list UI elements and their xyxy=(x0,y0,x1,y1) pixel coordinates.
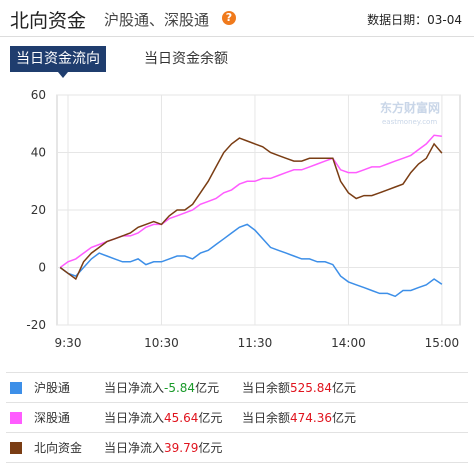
series-line xyxy=(59,223,443,298)
y-tick-label: 0 xyxy=(38,261,46,275)
unit: 亿元 xyxy=(332,411,357,425)
title: 北向资金 xyxy=(10,10,87,32)
cell: 沪股通 xyxy=(30,372,100,403)
tab[interactable]: 当日资金余额 xyxy=(144,51,228,67)
legend-table: 沪股通 当日净流入-5.84亿元 当日余额525.84亿元 深股通 当日净流入45.64… xyxy=(6,372,468,463)
legend-row: 北向资金 当日净流入39.79亿元 xyxy=(6,432,468,463)
y-tick-label: 60 xyxy=(31,88,46,102)
legend-label: 北向资金 xyxy=(34,441,83,455)
inflow-label: 当日净流入 xyxy=(104,411,165,425)
series-line xyxy=(59,137,443,281)
x-tick-label: 11:30 xyxy=(238,336,273,350)
unit: 亿元 xyxy=(198,441,223,455)
unit: 亿元 xyxy=(195,381,220,395)
legend-row: 深股通 当日净流入45.64亿元 当日余额474.36亿元 xyxy=(6,402,468,433)
chart: 东方财富网 eastmoney.com -20 0 20 40 60 9:30 10:30 1… xyxy=(26,88,461,350)
cell: 深股通 xyxy=(30,402,100,433)
legend-swatch xyxy=(10,412,22,424)
y-tick-label: 20 xyxy=(31,203,46,217)
cell xyxy=(238,432,468,463)
watermark: 东方财富网 xyxy=(380,100,440,115)
series-line xyxy=(59,134,442,269)
watermark: eastmoney.com xyxy=(382,118,437,126)
legend-label: 深股通 xyxy=(34,411,71,425)
inflow-label: 当日净流入 xyxy=(104,441,165,455)
balance: 474.36 xyxy=(290,411,333,425)
legend-swatch xyxy=(10,442,22,454)
date: 数据日期：03-04 xyxy=(367,11,462,28)
cell: 当日净流入45.64亿元 xyxy=(100,402,238,433)
cell: 当日余额474.36亿元 xyxy=(238,402,468,433)
balance-label: 当日余额 xyxy=(242,381,291,395)
cell: 北向资金 xyxy=(30,432,100,463)
x-tick-label: 14:00 xyxy=(331,336,366,350)
cell xyxy=(6,372,30,403)
y-tick-label: -20 xyxy=(26,318,46,332)
legend-row: 沪股通 当日净流入-5.84亿元 当日余额525.84亿元 xyxy=(6,372,468,403)
legend-label: 沪股通 xyxy=(34,381,71,395)
unit: 亿元 xyxy=(332,381,357,395)
x-tick-label: 15:00 xyxy=(425,336,460,350)
subtitle[interactable]: 沪股通、深股通 xyxy=(104,11,210,29)
x-tick-label: 10:30 xyxy=(144,336,179,350)
balance: 525.84 xyxy=(290,381,333,395)
cell: 当日净流入39.79亿元 xyxy=(100,432,238,463)
cell: 当日余额525.84亿元 xyxy=(238,372,468,403)
net-inflow: -5.84 xyxy=(164,381,196,395)
header: 北向资金 沪股通、深股通 ? 数据日期：03-04 xyxy=(0,0,474,37)
cell xyxy=(6,432,30,463)
net-inflow: 39.79 xyxy=(164,441,199,455)
net-inflow: 45.64 xyxy=(164,411,199,425)
cell: 当日净流入-5.84亿元 xyxy=(100,372,238,403)
unit: 亿元 xyxy=(198,411,223,425)
tab-pointer xyxy=(58,72,68,78)
date-label: 数据日期： xyxy=(367,13,428,27)
legend-swatch xyxy=(10,382,22,394)
balance-label: 当日余额 xyxy=(242,411,291,425)
x-tick-label: 9:30 xyxy=(55,336,82,350)
tab[interactable]: 当日资金流向 xyxy=(10,46,106,72)
help-icon[interactable]: ? xyxy=(222,11,236,25)
inflow-label: 当日净流入 xyxy=(104,381,165,395)
y-tick-label: 40 xyxy=(31,146,46,160)
cell xyxy=(6,402,30,433)
date-value: 03-04 xyxy=(427,13,462,27)
